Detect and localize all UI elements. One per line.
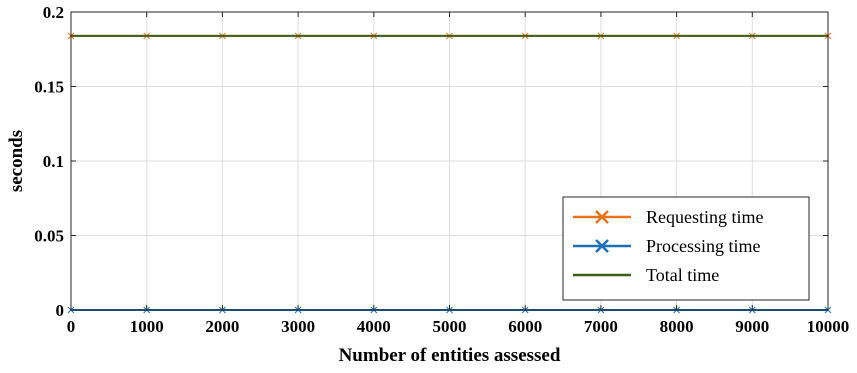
legend-label: Requesting time (646, 207, 763, 227)
y-tick-label: 0.1 (43, 152, 64, 171)
x-axis-label: Number of entities assessed (339, 345, 561, 366)
legend-item: Processing time (573, 236, 761, 256)
x-tick-label: 4000 (357, 317, 391, 336)
legend-label: Total time (646, 265, 719, 285)
legend-item: Total time (573, 265, 719, 285)
x-tick-label: 10000 (807, 317, 850, 336)
x-tick-label: 2000 (205, 317, 239, 336)
x-tick-label: 8000 (660, 317, 694, 336)
x-axis-ticks: 0 1000 2000 3000 4000 5000 6000 7000 8000 9000 100… (67, 12, 850, 336)
y-axis-label: seconds (6, 130, 27, 192)
y-axis-ticks: 0 0.05 0.1 0.15 0.2 (34, 3, 828, 320)
x-tick-label: 0 (67, 317, 76, 336)
x-tick-label: 1000 (130, 317, 164, 336)
y-tick-label: 0.2 (43, 3, 64, 22)
x-tick-label: 5000 (433, 317, 467, 336)
legend-item: Requesting time (573, 207, 763, 227)
y-tick-label: 0.15 (34, 78, 64, 97)
legend: Requesting time Processing time Total time (562, 196, 810, 301)
x-tick-label: 3000 (281, 317, 315, 336)
x-tick-label: 6000 (508, 317, 542, 336)
y-tick-label: 0.05 (34, 227, 64, 246)
legend-marker (595, 210, 609, 224)
legend-marker (595, 239, 609, 253)
y-tick-label: 0 (56, 301, 65, 320)
legend-label: Processing time (646, 236, 761, 256)
x-tick-label: 7000 (584, 317, 618, 336)
x-tick-label: 9000 (735, 317, 769, 336)
